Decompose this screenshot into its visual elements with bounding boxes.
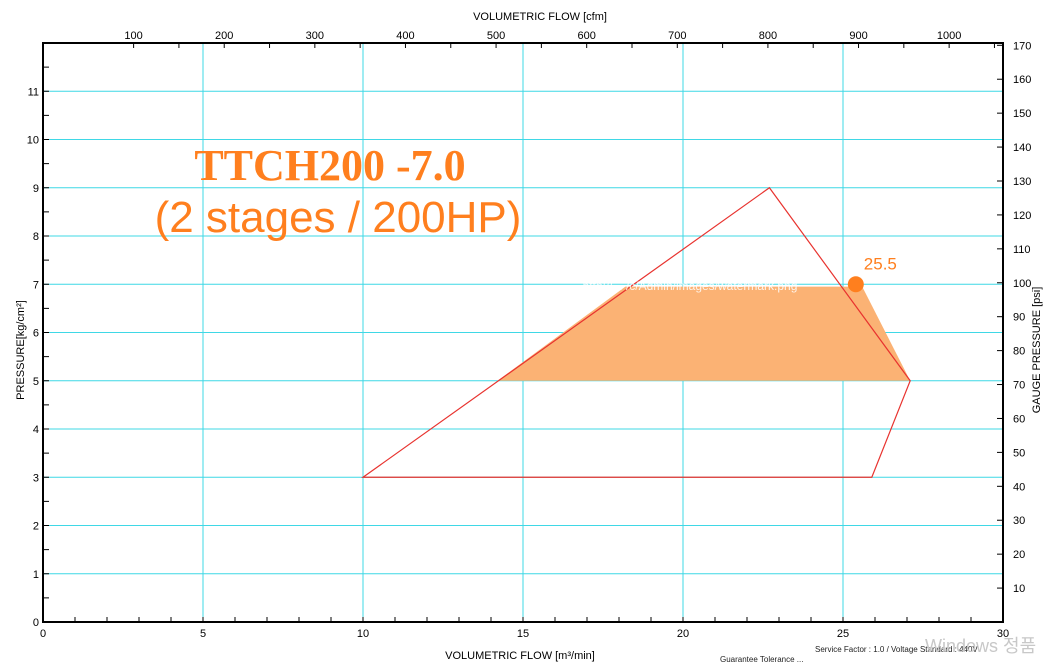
right-tick-label: 80 <box>1013 346 1025 358</box>
highlight-point-label: 25.5 <box>864 254 897 273</box>
right-tick-label: 150 <box>1013 108 1031 120</box>
watermark-text: http://... /c/Admin/images/watermark.png <box>583 279 798 293</box>
right-tick-label: 160 <box>1013 74 1031 86</box>
right-tick-label: 90 <box>1013 312 1025 324</box>
x-tick-label: 15 <box>517 628 529 640</box>
y-tick-label: 0 <box>33 617 39 629</box>
y-tick-label: 3 <box>33 472 39 484</box>
y-tick-label: 7 <box>33 279 39 291</box>
right-tick-label: 110 <box>1013 244 1031 256</box>
performance-envelope <box>361 186 911 478</box>
right-tick-label: 120 <box>1013 210 1031 222</box>
right-tick-label: 170 <box>1013 40 1031 52</box>
chart-title: TTCH200 -7.0 <box>194 141 465 190</box>
right-tick-label: 100 <box>1013 278 1031 290</box>
top-tick-label: 600 <box>578 30 596 42</box>
x-tick-label: 20 <box>677 628 689 640</box>
y-tick-label: 1 <box>33 569 39 581</box>
top-tick-label: 700 <box>668 30 686 42</box>
top-tick-label: 300 <box>306 30 324 42</box>
x-tick-label: 30 <box>997 628 1009 640</box>
x-tick-label: 10 <box>357 628 369 640</box>
right-tick-label: 60 <box>1013 413 1025 425</box>
footnote-tolerance: Guarantee Tolerance ... <box>720 655 803 663</box>
top-tick-label: 1000 <box>937 30 961 42</box>
y-axis-ticks: 0 1 2 3 4 5 6 7 8 9 10 11 <box>27 86 39 629</box>
right-tick-label: 20 <box>1013 549 1025 561</box>
x-axis-label: VOLUMETRIC FLOW [m³/min] <box>445 650 595 662</box>
y-tick-label: 9 <box>33 183 39 195</box>
x-tick-label: 5 <box>200 628 206 640</box>
plot-frame <box>42 42 1004 623</box>
top-tick-label: 400 <box>396 30 414 42</box>
right-tick-label: 10 <box>1013 583 1025 595</box>
y-tick-label: 4 <box>33 424 39 436</box>
right-axis-ticks: 10 20 30 40 50 60 70 80 90 100 110 120 130 140 150 160 1… <box>1013 40 1031 595</box>
top-axis-ticks: 100 200 300 400 500 600 700 800 900 1000 <box>124 30 961 42</box>
os-watermark: Windows 정품 <box>925 636 1036 656</box>
y-tick-label: 8 <box>33 231 39 243</box>
top-tick-label: 800 <box>759 30 777 42</box>
y-tick-label: 10 <box>27 135 39 147</box>
x-tick-label: 25 <box>837 628 849 640</box>
right-tick-label: 40 <box>1013 481 1025 493</box>
top-tick-label: 900 <box>849 30 867 42</box>
x-tick-label: 0 <box>40 628 46 640</box>
x-axis-ticks: 0 5 10 15 20 25 30 <box>40 628 1009 640</box>
right-tick-label: 30 <box>1013 515 1025 527</box>
y-tick-label: 5 <box>33 376 39 388</box>
chart-subtitle: (2 stages / 200HP) <box>155 193 522 242</box>
y-axis-label: PRESSURE[kg/cm²] <box>15 300 27 400</box>
top-axis-label: VOLUMETRIC FLOW [cfm] <box>473 11 607 23</box>
right-tick-label: 140 <box>1013 142 1031 154</box>
top-tick-label: 100 <box>124 30 142 42</box>
operating-region <box>497 286 911 381</box>
right-tick-label: 50 <box>1013 447 1025 459</box>
top-tick-label: 200 <box>215 30 233 42</box>
highlight-point <box>847 276 864 293</box>
right-tick-label: 130 <box>1013 176 1031 188</box>
y-tick-label: 6 <box>33 328 39 340</box>
y-tick-label: 11 <box>28 86 39 98</box>
right-axis-label: GAUGE PRESSURE [psi] <box>1031 287 1043 414</box>
right-tick-label: 70 <box>1013 380 1025 392</box>
top-tick-label: 500 <box>487 30 505 42</box>
y-tick-label: 2 <box>33 521 39 533</box>
footnote-service-factor: Service Factor : 1.0 / Voltage Standard … <box>815 645 978 654</box>
